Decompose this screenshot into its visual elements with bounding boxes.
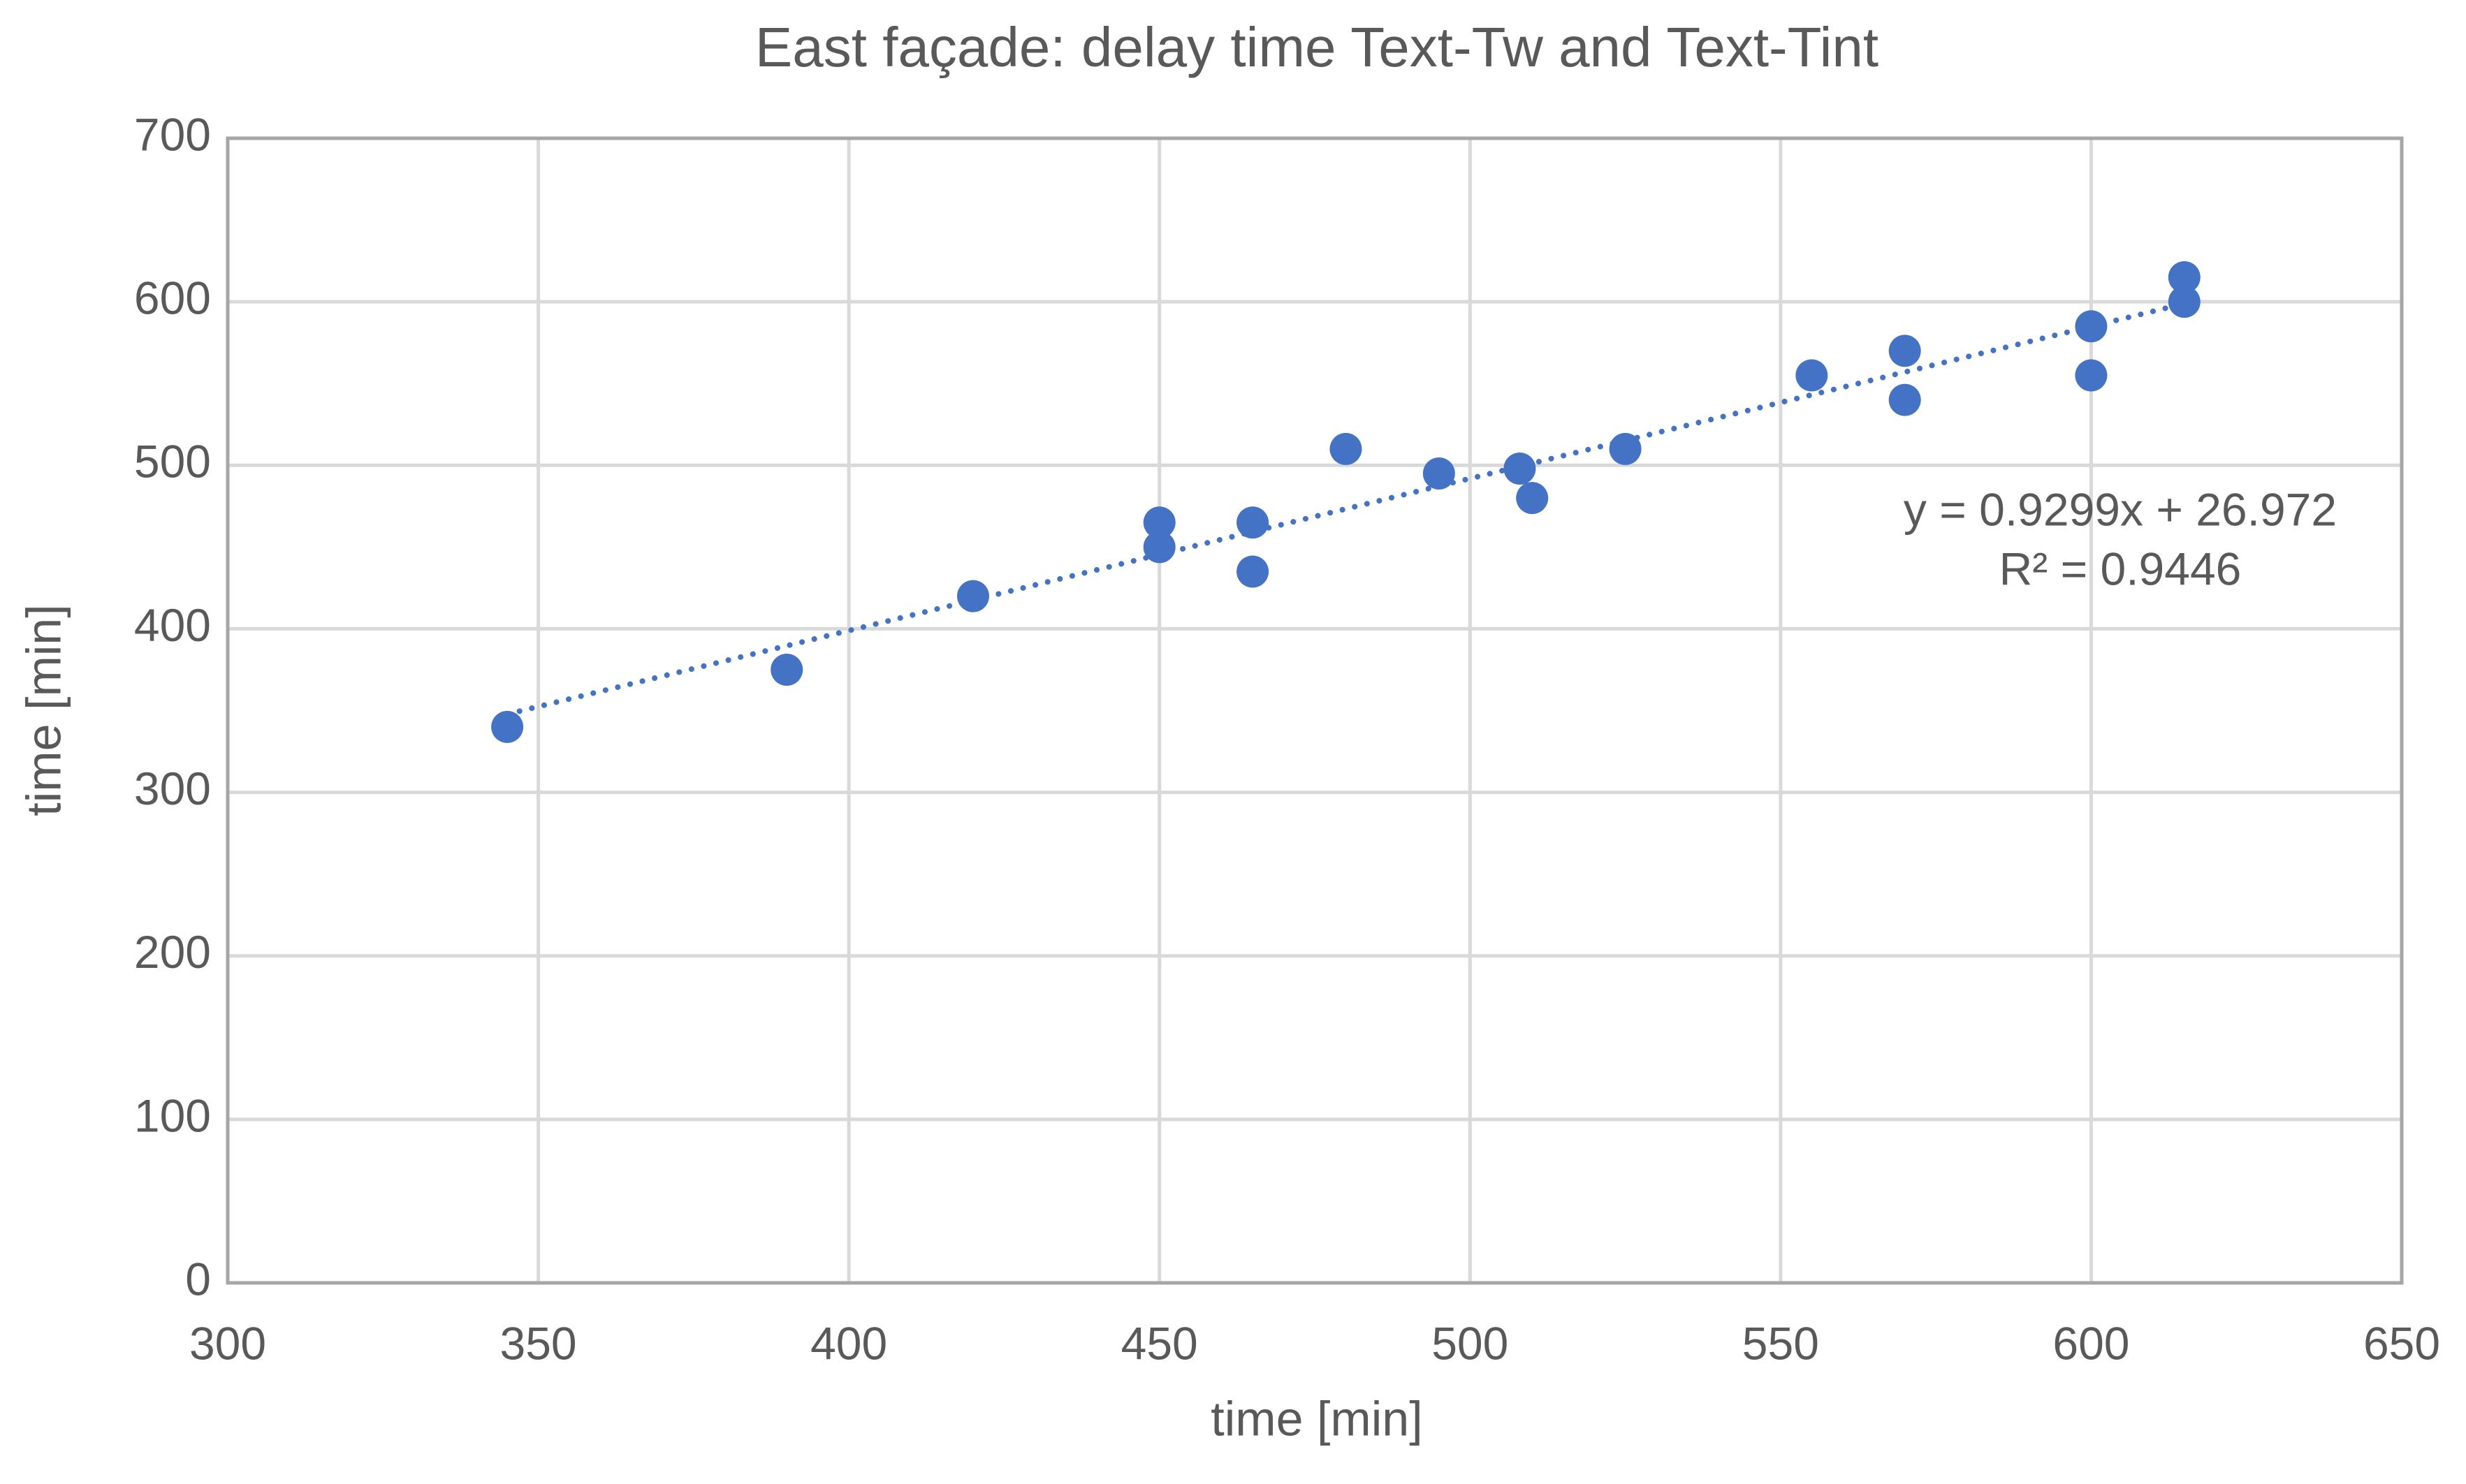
y-tick-label: 700: [134, 108, 211, 160]
data-point: [771, 653, 803, 686]
data-point: [2168, 286, 2201, 318]
x-tick-label: 650: [2363, 1317, 2440, 1369]
x-tick-label: 350: [500, 1317, 577, 1369]
chart-title: East façade: delay time Text-Tw and Text…: [755, 16, 1878, 78]
x-tick-label: 300: [189, 1317, 266, 1369]
data-point: [1888, 383, 1921, 416]
y-tick-label: 600: [134, 272, 211, 324]
y-tick-label: 200: [134, 926, 211, 978]
data-point: [956, 580, 989, 612]
y-tick-label: 0: [185, 1253, 211, 1305]
x-tick-label: 500: [1431, 1317, 1508, 1369]
x-tick-label: 600: [2052, 1317, 2129, 1369]
x-tick-label: 450: [1121, 1317, 1198, 1369]
data-point: [1516, 482, 1549, 515]
x-tick-label: 550: [1742, 1317, 1819, 1369]
data-point: [1143, 506, 1176, 539]
data-point: [1143, 531, 1176, 564]
data-point: [1795, 359, 1828, 392]
y-tick-label: 300: [134, 763, 211, 814]
data-point: [491, 710, 524, 743]
y-axis-title: time [min]: [16, 604, 71, 816]
data-point: [2075, 359, 2108, 392]
y-tick-label: 400: [134, 599, 211, 651]
plot-frame: [226, 136, 2404, 1285]
y-tick-label: 100: [134, 1089, 211, 1141]
trendline-equation: y = 0.9299x + 26.972: [1904, 483, 2337, 535]
x-tick-label: 400: [810, 1317, 887, 1369]
trendline: [504, 300, 2187, 717]
data-point: [2168, 261, 2201, 294]
x-axis-title: time [min]: [1211, 1391, 1422, 1446]
y-tick-label: 500: [134, 436, 211, 487]
data-point: [1888, 335, 1921, 367]
data-point: [1609, 432, 1642, 465]
data-point: [1503, 452, 1536, 485]
data-point: [1236, 506, 1269, 539]
trendline-equation: R² = 0.9446: [1999, 543, 2242, 594]
data-point: [1236, 555, 1269, 588]
data-point: [1422, 457, 1455, 490]
data-point: [1329, 432, 1362, 465]
